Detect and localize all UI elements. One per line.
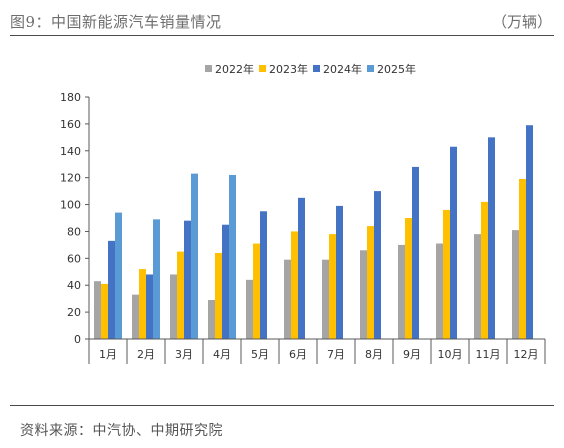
bar-2022年-5月 xyxy=(246,279,253,339)
bar-2024年-6月 xyxy=(298,197,305,339)
bar-2024年-9月 xyxy=(412,166,419,339)
bar-2022年-7月 xyxy=(322,259,329,339)
x-tick-label-12月: 12月 xyxy=(514,348,539,361)
bar-2022年-9月 xyxy=(398,244,405,339)
bar-2022年-3月 xyxy=(170,274,177,339)
x-tick-label-10月: 10月 xyxy=(438,348,463,361)
bar-2023年-5月 xyxy=(253,243,260,339)
bar-2022年-12月 xyxy=(512,230,519,339)
x-tick-label-4月: 4月 xyxy=(213,348,231,361)
bar-2022年-6月 xyxy=(284,259,291,339)
x-tick-label-3月: 3月 xyxy=(175,348,193,361)
x-tick-label-8月: 8月 xyxy=(365,348,383,361)
top-divider xyxy=(10,35,554,36)
bar-2023年-2月 xyxy=(139,269,146,339)
bar-2024年-8月 xyxy=(374,191,381,339)
legend-label-2023年: 2023年 xyxy=(269,62,308,76)
bar-2023年-12月 xyxy=(519,179,526,339)
y-tick-label-40: 40 xyxy=(67,279,81,292)
legend-swatch-2025年 xyxy=(367,65,374,72)
bar-2023年-6月 xyxy=(291,231,298,339)
bar-2022年-2月 xyxy=(132,294,139,339)
bottom-divider xyxy=(10,405,554,406)
bar-2023年-10月 xyxy=(443,209,450,339)
bar-2025年-3月 xyxy=(191,173,198,339)
y-tick-label-80: 80 xyxy=(67,225,81,238)
legend-label-2025年: 2025年 xyxy=(377,62,416,76)
chart-title: 图9：中国新能源汽车销量情况 xyxy=(10,13,222,31)
x-tick-label-9月: 9月 xyxy=(403,348,421,361)
x-tick-label-2月: 2月 xyxy=(137,348,155,361)
x-tick-label-7月: 7月 xyxy=(327,348,345,361)
bar-2024年-3月 xyxy=(184,220,191,339)
bar-2022年-10月 xyxy=(436,243,443,339)
y-tick-label-0: 0 xyxy=(74,333,81,346)
y-tick-label-100: 100 xyxy=(60,199,81,212)
y-tick-label-120: 120 xyxy=(60,172,81,185)
bar-2024年-1月 xyxy=(108,240,115,339)
bar-2022年-11月 xyxy=(474,234,481,339)
bar-2024年-5月 xyxy=(260,211,267,339)
y-tick-label-140: 140 xyxy=(60,145,81,158)
y-tick-label-180: 180 xyxy=(60,91,81,104)
y-tick-label-160: 160 xyxy=(60,118,81,131)
unit-label: （万辆） xyxy=(491,13,552,31)
bar-2024年-10月 xyxy=(450,146,457,339)
bar-2024年-12月 xyxy=(526,125,533,339)
bar-2023年-8月 xyxy=(367,226,374,339)
legend-label-2022年: 2022年 xyxy=(215,62,254,76)
bar-2023年-9月 xyxy=(405,218,412,339)
x-tick-label-1月: 1月 xyxy=(99,348,117,361)
y-tick-label-60: 60 xyxy=(67,252,81,265)
bar-2022年-1月 xyxy=(94,281,101,339)
bar-2023年-4月 xyxy=(215,252,222,339)
bar-2025年-2月 xyxy=(153,219,160,339)
legend-label-2024年: 2024年 xyxy=(323,62,362,76)
legend-swatch-2024年 xyxy=(313,65,320,72)
bar-2024年-2月 xyxy=(146,274,153,339)
bar-chart: 0 20 40 60 80 100 120 140 160 180 1月 2月 3月 4月 5月 6月 7月 8月… xyxy=(60,62,546,364)
bar-2024年-11月 xyxy=(488,137,495,339)
bar-2024年-4月 xyxy=(222,224,229,339)
bar-2023年-3月 xyxy=(177,251,184,339)
bar-2023年-11月 xyxy=(481,201,488,339)
bar-2024年-7月 xyxy=(336,205,343,339)
bar-2022年-8月 xyxy=(360,250,367,339)
bar-2022年-4月 xyxy=(208,300,215,339)
x-tick-label-5月: 5月 xyxy=(251,348,269,361)
bar-2023年-1月 xyxy=(101,283,108,339)
y-tick-label-20: 20 xyxy=(67,306,81,319)
bar-2023年-7月 xyxy=(329,234,336,339)
x-tick-label-6月: 6月 xyxy=(289,348,307,361)
x-tick-label-11月: 11月 xyxy=(476,348,501,361)
bar-2025年-1月 xyxy=(115,212,122,339)
bar-2025年-4月 xyxy=(229,174,236,339)
source-note: 资料来源：中汽协、中期研究院 xyxy=(20,423,223,439)
legend-swatch-2023年 xyxy=(259,65,266,72)
legend-swatch-2022年 xyxy=(205,65,212,72)
